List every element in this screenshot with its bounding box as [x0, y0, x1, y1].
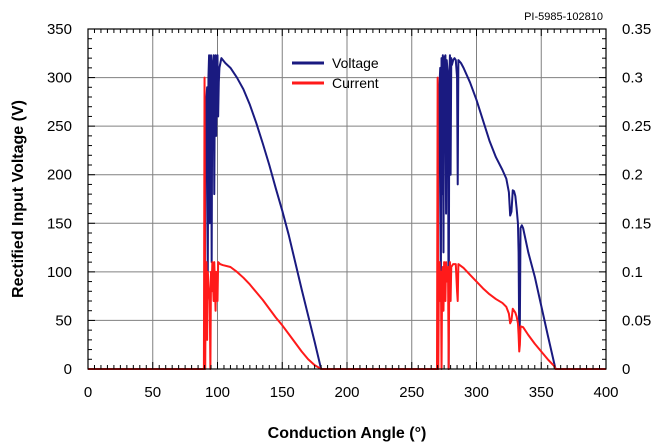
series-line-current: [88, 76, 606, 370]
y-tick-label: 100: [47, 264, 72, 281]
y-tick-label: 150: [47, 215, 72, 232]
legend-label-voltage: Voltage: [332, 55, 379, 71]
y2-tick-label: 0.25: [622, 118, 651, 135]
x-tick-label: 300: [464, 384, 489, 401]
series-line-voltage: [203, 54, 557, 370]
legend-label-current: Current: [332, 75, 379, 91]
y-axis-title: Rectified Input Voltage (V): [10, 100, 27, 298]
y2-tick-label: 0.15: [622, 215, 651, 232]
y2-tick-label: 0.35: [622, 21, 651, 38]
x-tick-label: 150: [270, 384, 295, 401]
x-tick-label: 0: [84, 384, 92, 401]
tick-labels: 0 50 100 150 200 250 300 350 4000501001502002503…: [47, 21, 651, 401]
y-tick-label: 250: [47, 118, 72, 135]
x-tick-label: 250: [399, 384, 424, 401]
y-tick-label: 200: [47, 167, 72, 184]
reference-label: PI-5985-102810: [524, 11, 603, 23]
y2-tick-label: 0.3: [622, 70, 643, 87]
ticks: [87, 28, 607, 370]
x-axis-title: Conduction Angle (°): [268, 425, 427, 442]
x-tick-label: 350: [529, 384, 554, 401]
legend: Voltage Current: [292, 55, 379, 91]
y2-tick-label: 0: [622, 361, 630, 378]
grid: [88, 29, 606, 369]
y-tick-label: 50: [55, 312, 72, 329]
y-tick-label: 0: [64, 361, 72, 378]
y2-tick-label: 0.1: [622, 264, 643, 281]
y-tick-label: 350: [47, 21, 72, 38]
y2-tick-label: 0.05: [622, 312, 651, 329]
y2-tick-label: 0.2: [622, 167, 643, 184]
x-tick-label: 400: [593, 384, 618, 401]
x-tick-label: 50: [144, 384, 161, 401]
x-tick-label: 100: [205, 384, 230, 401]
x-tick-label: 200: [334, 384, 359, 401]
series-lines: [88, 54, 606, 370]
y-tick-label: 300: [47, 70, 72, 87]
